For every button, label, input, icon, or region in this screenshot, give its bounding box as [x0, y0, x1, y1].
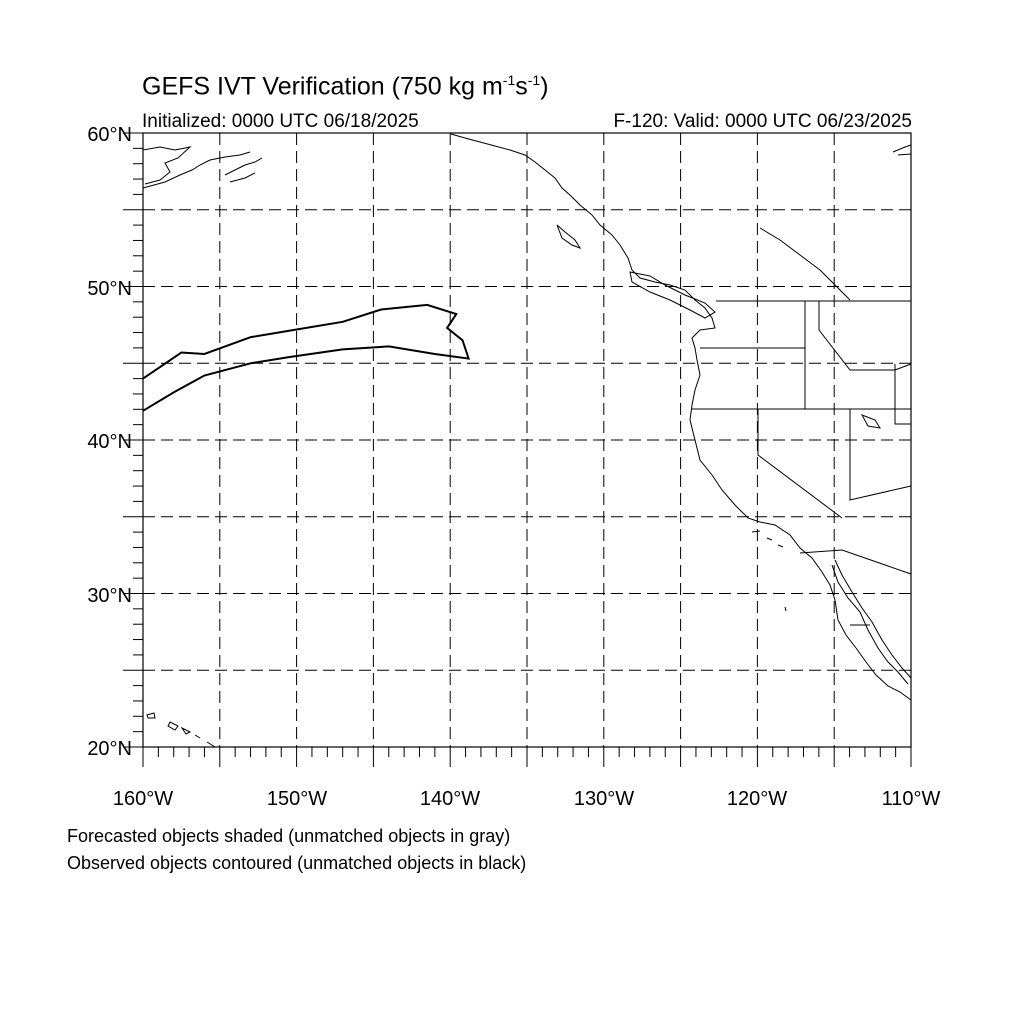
- lat-label-60: 60°N: [87, 124, 132, 146]
- lon-label-140: 140°W: [420, 788, 480, 810]
- hudson-coast: [892, 144, 912, 156]
- hawaii-islands: [146, 712, 216, 748]
- graticule: [143, 133, 911, 747]
- interior-lakes-rivers: [759, 227, 882, 429]
- lon-label-160: 160°W: [113, 788, 173, 810]
- initialized-time: Initialized: 0000 UTC 06/18/2025: [142, 111, 419, 132]
- observed-ivt-object: [142, 303, 471, 412]
- lat-label-40: 40°N: [87, 431, 132, 453]
- longitude-labels: 160°W 150°W 140°W 130°W 120°W 110°W: [113, 788, 941, 810]
- lon-label-130: 130°W: [574, 788, 634, 810]
- lon-label-150: 150°W: [267, 788, 327, 810]
- state-lines: [692, 301, 912, 626]
- haida-gwaii: [556, 224, 582, 249]
- axis-ticks: [123, 132, 912, 767]
- lon-label-120: 120°W: [727, 788, 787, 810]
- lat-label-20: 20°N: [87, 738, 132, 760]
- valid-time: F-120: Valid: 0000 UTC 06/23/2025: [613, 111, 912, 132]
- coastlines-and-borders: [142, 133, 912, 748]
- observed-object-contour: [142, 303, 471, 412]
- latitude-labels: 60°N 50°N 40°N 30°N 20°N: [87, 124, 132, 760]
- alaska-coastline: [142, 146, 263, 189]
- lon-label-110: 110°W: [882, 788, 941, 810]
- lat-label-50: 50°N: [87, 278, 132, 300]
- vancouver-island: [629, 271, 716, 319]
- gulf-of-california-coast: [831, 559, 912, 685]
- map-title: GEFS IVT Verification (750 kg m-1s-1): [142, 72, 549, 101]
- forecast-legend-note: Forecasted objects shaded (unmatched obj…: [67, 826, 511, 846]
- lat-label-30: 30°N: [87, 585, 132, 607]
- channel-islands: [751, 530, 787, 612]
- pacific-northwest-coastline: [450, 133, 912, 701]
- observed-legend-note: Observed objects contoured (unmatched ob…: [67, 853, 527, 873]
